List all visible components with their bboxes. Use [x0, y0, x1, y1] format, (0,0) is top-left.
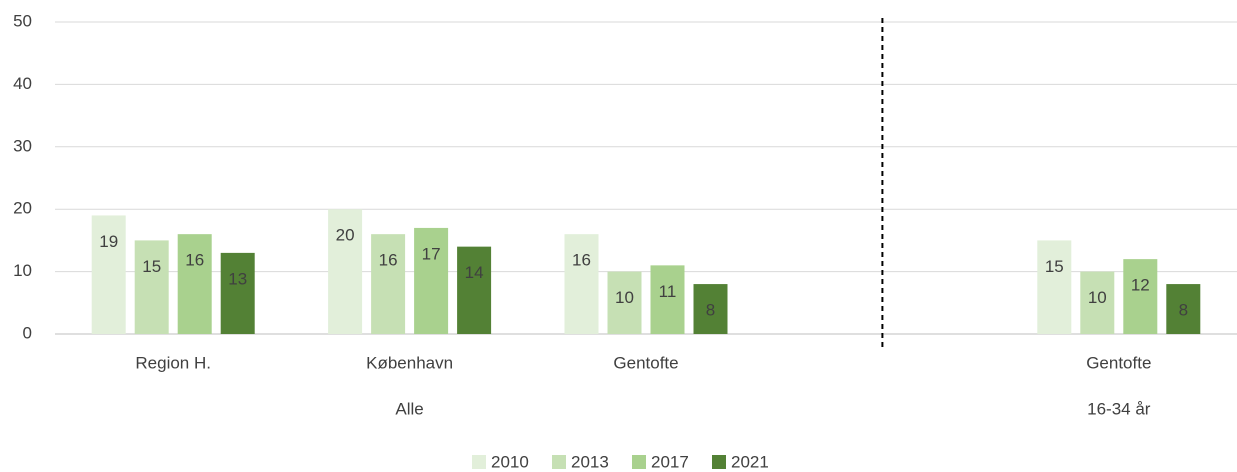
x-tick-label: København: [366, 353, 453, 372]
bar: [328, 209, 363, 334]
y-tick-label: 0: [23, 323, 32, 342]
data-label: 16: [379, 251, 398, 270]
bar: [693, 284, 728, 334]
data-label: 13: [228, 269, 247, 288]
data-label: 15: [142, 257, 161, 276]
data-label: 20: [336, 226, 355, 245]
data-label: 19: [99, 232, 118, 251]
y-tick-label: 40: [13, 74, 32, 93]
bar: [564, 234, 599, 334]
bar: [607, 271, 642, 334]
x-tick-label: Gentofte: [1086, 353, 1151, 372]
bar: [1080, 271, 1115, 334]
y-tick-label: 10: [13, 261, 32, 280]
data-label: 10: [615, 288, 634, 307]
data-label: 14: [465, 263, 484, 282]
bar: [134, 240, 169, 334]
legend-label: 2010: [491, 452, 529, 471]
y-tick-label: 50: [13, 11, 32, 30]
bar: [1037, 240, 1072, 334]
bar: [457, 246, 492, 334]
legend-label: 2017: [651, 452, 689, 471]
bar: [1166, 284, 1201, 334]
x-tick-label: Region H.: [135, 353, 211, 372]
bar: [220, 252, 255, 334]
data-label: 8: [706, 301, 715, 320]
group-label: Alle: [395, 399, 423, 418]
data-label: 11: [659, 282, 677, 301]
data-label: 15: [1045, 257, 1064, 276]
y-tick-label: 20: [13, 199, 32, 218]
bar: [650, 265, 685, 334]
legend-swatch: [552, 455, 566, 469]
legend-swatch: [712, 455, 726, 469]
legend-label: 2021: [731, 452, 769, 471]
data-label: 10: [1088, 288, 1107, 307]
data-label: 16: [185, 251, 204, 270]
legend-swatch: [632, 455, 646, 469]
bar: [414, 227, 449, 334]
bar: [1123, 259, 1158, 334]
x-tick-label: Gentofte: [613, 353, 678, 372]
legend-label: 2013: [571, 452, 609, 471]
bar: [371, 234, 406, 334]
data-label: 16: [572, 251, 591, 270]
group-label: 16-34 år: [1087, 399, 1151, 418]
bar: [177, 234, 212, 334]
data-label: 8: [1179, 301, 1188, 320]
y-tick-label: 30: [13, 136, 32, 155]
data-label: 12: [1131, 276, 1150, 295]
legend-swatch: [472, 455, 486, 469]
bar: [91, 215, 126, 334]
data-label: 17: [422, 244, 441, 263]
